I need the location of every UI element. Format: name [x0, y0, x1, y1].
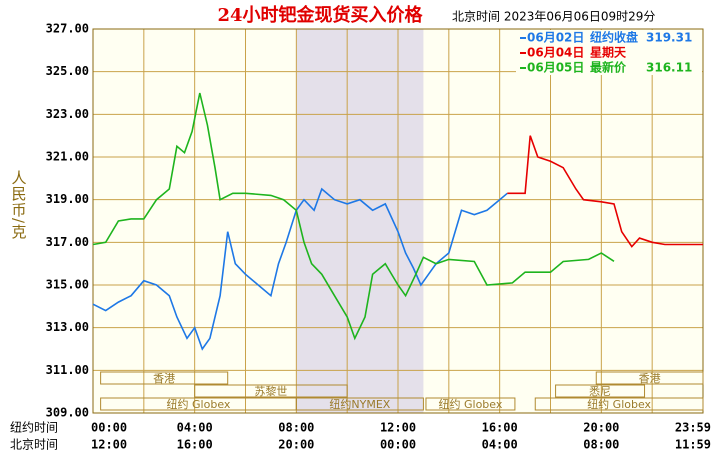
- y-tick-label: 311.00: [46, 363, 89, 377]
- session-bar: [194, 384, 348, 398]
- session-bar: [595, 371, 704, 385]
- x-tick-label: 20:00: [583, 421, 619, 435]
- x-tick-label-row2: 12:00: [91, 438, 127, 452]
- x-tick-label-row2: 11:59: [675, 438, 711, 452]
- legend-name: 06月04日: [527, 46, 584, 60]
- x-tick-label-row2: 04:00: [482, 438, 518, 452]
- series-line: [92, 92, 615, 341]
- chart-subtitle: 北京时间 2023年06月06日09时29分: [452, 10, 655, 24]
- x-tick-label-row2: 16:00: [177, 438, 213, 452]
- y-tick-label: 309.00: [46, 406, 89, 420]
- x-tick-label-row2: 20:00: [278, 438, 314, 452]
- session-label: 苏黎世: [254, 384, 287, 398]
- session-bar: [534, 397, 704, 411]
- session-bar: [100, 371, 229, 385]
- y-tick-label: 319.00: [46, 192, 89, 206]
- series-line: [507, 135, 703, 248]
- x-tick-label: 23:59: [675, 421, 711, 435]
- legend-name: 06月02日: [527, 31, 584, 45]
- session-bar: [425, 397, 516, 411]
- x-tick-label: 00:00: [91, 421, 127, 435]
- x-tick-label: 16:00: [482, 421, 518, 435]
- legend-value: 316.11: [646, 61, 692, 75]
- x-tick-label: 12:00: [380, 421, 416, 435]
- y-axis-label: 人民币/克: [10, 170, 28, 240]
- nymex-shade: [296, 29, 424, 413]
- session-label: 香港: [639, 372, 661, 385]
- y-tick-label: 313.00: [46, 320, 89, 334]
- session-bar: [555, 384, 646, 398]
- x-tick-label: 04:00: [177, 421, 213, 435]
- session-label: 纽约 Globex: [587, 397, 651, 411]
- session-label: 纽约 Globex: [167, 397, 231, 411]
- legend-value: 319.31: [646, 31, 692, 45]
- legend-name: 06月05日: [527, 61, 584, 75]
- session-label: 纽约NYMEX: [329, 397, 390, 411]
- plot-frame: [92, 28, 704, 414]
- y-tick-label: 315.00: [46, 278, 89, 292]
- x-tick-label-row2: 00:00: [380, 438, 416, 452]
- y-tick-label: 323.00: [46, 107, 89, 121]
- session-label: 悉尼: [589, 385, 611, 398]
- session-label: 纽约 Globex: [439, 397, 503, 411]
- x-axis-row1-name: 纽约时间: [10, 420, 58, 435]
- session-bar: [295, 397, 424, 411]
- y-tick-label: 317.00: [46, 235, 89, 249]
- x-tick-label: 08:00: [278, 421, 314, 435]
- legend-box: [516, 30, 702, 75]
- y-tick-label: 321.00: [46, 150, 89, 164]
- x-tick-label-row2: 08:00: [583, 438, 619, 452]
- legend-note: 最新价: [590, 60, 627, 75]
- y-tick-label: 325.00: [46, 64, 89, 78]
- legend-note: 星期天: [590, 45, 627, 60]
- session-label: 香港: [153, 372, 175, 385]
- y-tick-label: 327.00: [46, 22, 89, 36]
- chart-title: 24小时钯金现货买入价格: [217, 4, 423, 26]
- legend-note: 纽约收盘: [590, 30, 638, 45]
- x-axis-row2-name: 北京时间: [10, 438, 58, 452]
